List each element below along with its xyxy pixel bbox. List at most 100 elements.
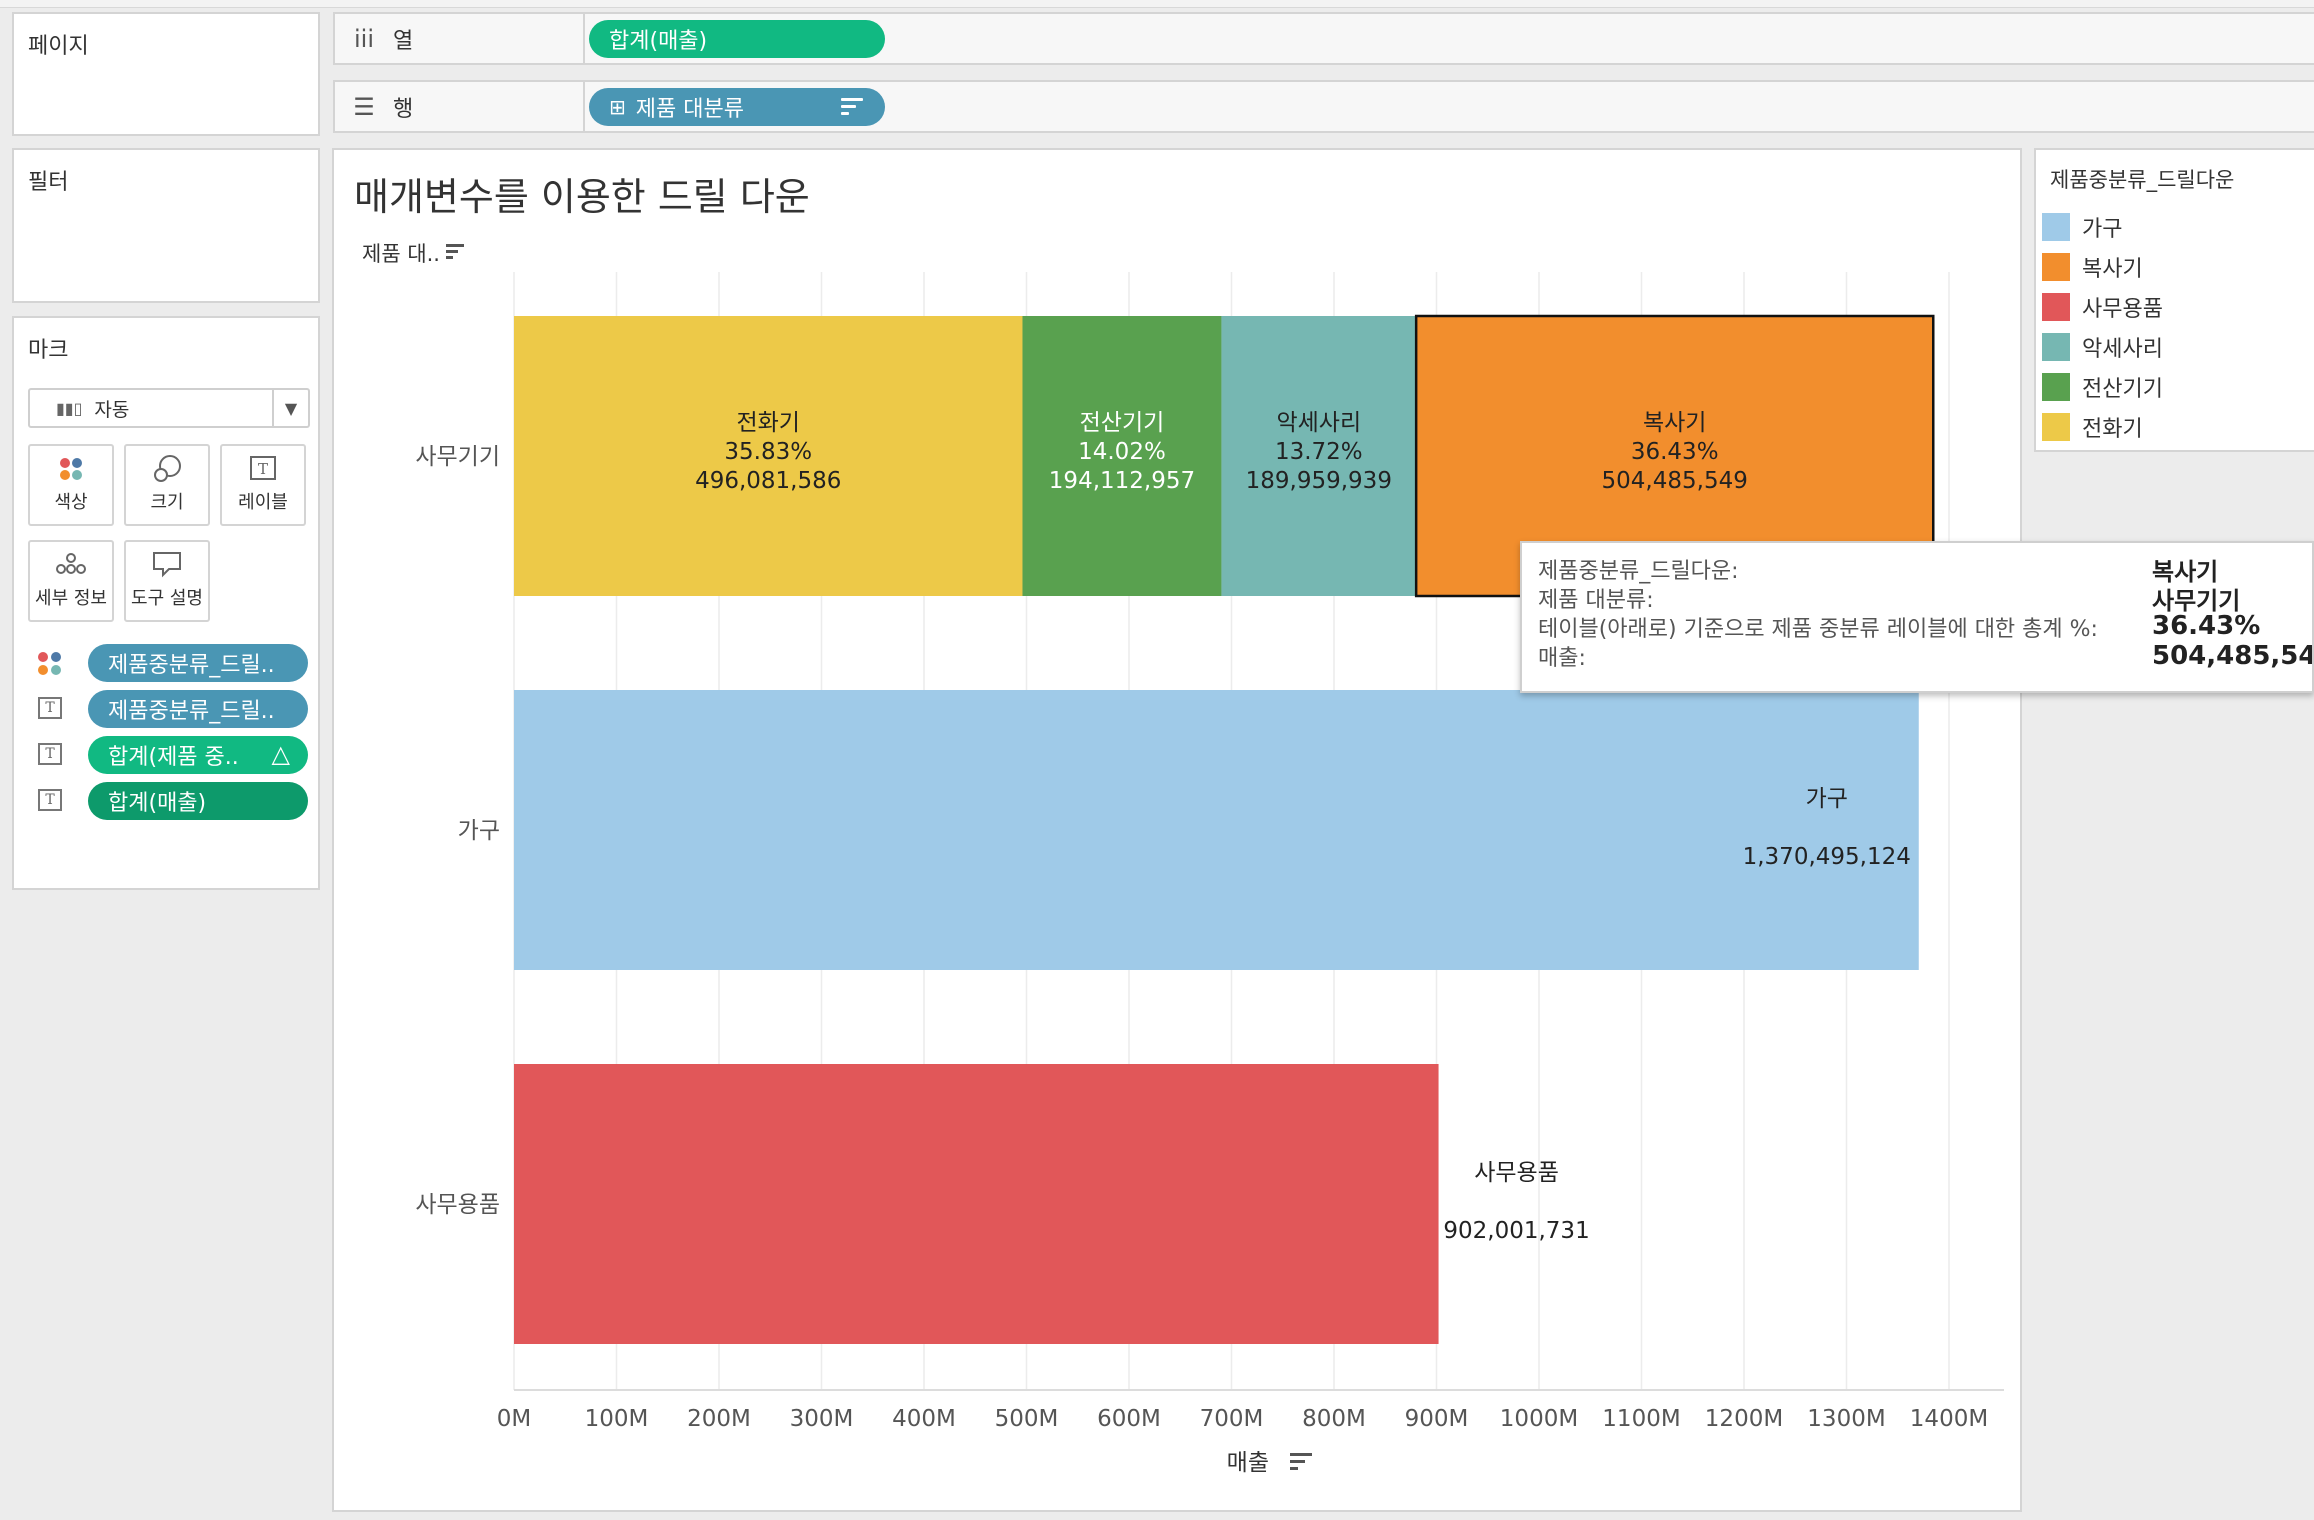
- columns-shelf-label: iii 열: [335, 14, 585, 63]
- color-dots-icon: [38, 652, 64, 676]
- detail-button[interactable]: 세부 정보: [28, 540, 114, 622]
- rows-pill[interactable]: ⊞ 제품 대분류: [589, 88, 885, 126]
- segment-percent-label: 14.02%: [1078, 439, 1166, 465]
- legend-item[interactable]: 악세사리: [2042, 332, 2163, 362]
- sort-icon-bar: [1290, 1467, 1298, 1470]
- sort-icon-bar: [1290, 1453, 1312, 1456]
- columns-icon: iii: [353, 24, 374, 53]
- top-toolbar-strip: [0, 0, 2314, 8]
- bar-segment[interactable]: [514, 316, 1023, 596]
- pages-card[interactable]: 페이지: [12, 12, 320, 136]
- sort-icon-bar: [1290, 1460, 1305, 1463]
- marks-field-pill-text: 합계(제품 중..: [108, 745, 239, 770]
- size-button[interactable]: 크기: [124, 444, 210, 526]
- legend-swatch: [2042, 293, 2070, 321]
- tooltip-value: 사무기기: [2152, 587, 2241, 615]
- marks-field-label[interactable]: T 합계(매출): [38, 780, 308, 820]
- x-tick-label: 700M: [1200, 1406, 1264, 1432]
- marks-field-pill[interactable]: 합계(제품 중.. △: [88, 736, 308, 774]
- legend-label: 전화기: [2082, 417, 2143, 442]
- legend-item[interactable]: 사무용품: [2042, 292, 2163, 322]
- marks-card: 마크 ▮▮▯ 자동 ▼ 색상 크기 T 레이블 세부 정보 도구 설명: [12, 316, 320, 890]
- sort-descending-icon[interactable]: [841, 98, 863, 116]
- x-tick-label: 1000M: [1500, 1406, 1578, 1432]
- tooltip-button[interactable]: 도구 설명: [124, 540, 210, 622]
- legend-swatch: [2042, 413, 2070, 441]
- text-label-icon: T: [222, 446, 304, 488]
- rows-pill-text: 제품 대분류: [635, 97, 744, 122]
- size-button-label: 크기: [150, 492, 184, 513]
- legend-item[interactable]: 복사기: [2042, 252, 2143, 282]
- segment-name-label: 전산기기: [1080, 410, 1165, 436]
- sort-descending-icon[interactable]: [446, 244, 464, 262]
- rows-label-text: 행: [393, 96, 414, 122]
- marks-field-label[interactable]: T 합계(제품 중.. △: [38, 734, 308, 774]
- legend-label: 전산기기: [2082, 377, 2163, 402]
- text-label-icon: T: [38, 789, 62, 811]
- expand-plus-icon[interactable]: ⊞: [609, 95, 626, 119]
- tooltip-label: 매출:: [1538, 646, 1586, 671]
- segment-value-label: 194,112,957: [1049, 468, 1195, 494]
- table-calc-delta-icon: △: [271, 740, 290, 768]
- tooltip-value: 504,485,549: [2152, 641, 2312, 671]
- chevron-down-icon[interactable]: ▼: [272, 390, 308, 426]
- bar-segment[interactable]: [1221, 316, 1417, 596]
- marks-card-title: 마크: [28, 338, 69, 363]
- bar-segment[interactable]: [514, 1064, 1439, 1344]
- bar-value-label: 902,001,731: [1443, 1218, 1589, 1244]
- legend-item[interactable]: 전화기: [2042, 412, 2143, 442]
- legend-item[interactable]: 전산기기: [2042, 372, 2163, 402]
- segment-name-label: 복사기: [1643, 410, 1706, 436]
- segment-name-label: 악세사리: [1276, 410, 1361, 436]
- mark-type-dropdown[interactable]: ▮▮▯ 자동 ▼: [28, 388, 310, 428]
- segment-percent-label: 35.83%: [724, 439, 812, 465]
- columns-label-text: 열: [393, 28, 414, 54]
- x-tick-label: 400M: [892, 1406, 956, 1432]
- legend-label: 가구: [2082, 217, 2123, 242]
- row-header[interactable]: 제품 대..: [362, 238, 464, 268]
- pages-card-title: 페이지: [28, 34, 89, 59]
- mark-type-value: 자동: [94, 398, 130, 421]
- segment-value-label: 496,081,586: [695, 468, 841, 494]
- marks-field-pill[interactable]: 제품중분류_드릴..: [88, 690, 308, 728]
- legend-title: 제품중분류_드릴다운: [2050, 168, 2235, 192]
- legend-swatch: [2042, 253, 2070, 281]
- tooltip-value: 36.43%: [2152, 611, 2261, 641]
- detail-button-label: 세부 정보: [35, 588, 107, 609]
- segment-value-label: 504,485,549: [1602, 468, 1748, 494]
- legend-label: 악세사리: [2082, 337, 2163, 362]
- segment-percent-label: 36.43%: [1631, 439, 1719, 465]
- legend-label: 복사기: [2082, 257, 2143, 282]
- text-label-icon: T: [38, 697, 62, 719]
- size-icon: [126, 446, 208, 488]
- label-button-label: 레이블: [238, 492, 288, 513]
- marks-field-pill[interactable]: 합계(매출): [88, 782, 308, 820]
- x-tick-label: 1100M: [1602, 1406, 1680, 1432]
- marks-field-pill[interactable]: 제품중분류_드릴..: [88, 644, 308, 682]
- marks-field-color[interactable]: 제품중분류_드릴..: [38, 642, 308, 682]
- x-tick-label: 1200M: [1705, 1406, 1783, 1432]
- columns-pill-text: 합계(매출): [609, 29, 708, 54]
- row-header-text: 제품 대..: [362, 242, 440, 266]
- label-button[interactable]: T 레이블: [220, 444, 306, 526]
- legend-item[interactable]: 가구: [2042, 212, 2122, 242]
- x-axis-title: 매출: [1227, 1450, 1269, 1476]
- columns-pill[interactable]: 합계(매출): [589, 20, 885, 58]
- bar-segment[interactable]: [514, 690, 1919, 970]
- filters-card[interactable]: 필터: [12, 148, 320, 303]
- tooltip-label: 제품 대분류:: [1538, 588, 1654, 613]
- color-button[interactable]: 색상: [28, 444, 114, 526]
- view-title: 매개변수를 이용한 드릴 다운: [354, 175, 810, 219]
- bar-chart[interactable]: 0M 100M 200M 300M 400M 500M 600M 700M 800M 900M 10…: [334, 150, 2020, 1510]
- x-tick-label: 100M: [585, 1406, 649, 1432]
- marks-field-label[interactable]: T 제품중분류_드릴..: [38, 688, 308, 728]
- bar-segment[interactable]: [1022, 316, 1222, 596]
- speech-bubble-icon: [126, 542, 208, 584]
- x-tick-label: 800M: [1302, 1406, 1366, 1432]
- x-tick-label: 600M: [1097, 1406, 1161, 1432]
- y-category-label: 가구: [458, 818, 500, 844]
- rows-shelf[interactable]: ☰ 행 ⊞ 제품 대분류: [333, 80, 2314, 133]
- columns-shelf[interactable]: iii 열 합계(매출): [333, 12, 2314, 65]
- tooltip-button-label: 도구 설명: [131, 588, 203, 609]
